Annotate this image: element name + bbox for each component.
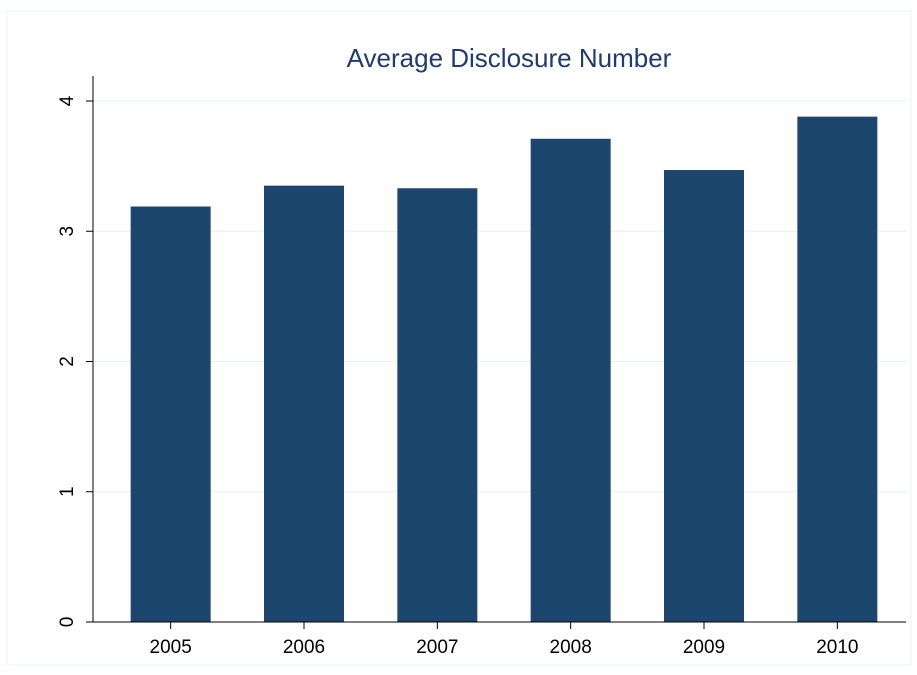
x-tick-label-2007: 2007 xyxy=(416,637,458,658)
y-tick-label-0: 0 xyxy=(57,617,78,628)
bar-2005 xyxy=(130,206,211,622)
x-tick-label-2006: 2006 xyxy=(283,637,325,658)
x-tick-label-2008: 2008 xyxy=(550,637,592,658)
y-tick-label-3: 3 xyxy=(57,226,78,237)
x-axis-ticks: 2005 2006 2007 2008 2009 2010 xyxy=(150,622,858,658)
bar-2006 xyxy=(264,185,344,622)
y-tick-label-2: 2 xyxy=(57,356,78,367)
bar-2010 xyxy=(797,116,878,622)
bar-2009 xyxy=(664,170,744,622)
x-tick-label-2005: 2005 xyxy=(150,637,192,658)
x-tick-label-2009: 2009 xyxy=(683,637,725,658)
chart-frame xyxy=(6,10,912,666)
y-axis-ticks: 0 1 2 3 4 xyxy=(57,95,93,627)
y-tick-label-1: 1 xyxy=(57,486,78,497)
bar-2008 xyxy=(530,138,611,622)
chart-title: Average Disclosure Number xyxy=(347,43,672,73)
x-tick-label-2010: 2010 xyxy=(816,637,858,658)
bar-2007 xyxy=(397,188,478,622)
gridlines xyxy=(93,100,906,493)
y-tick-label-4: 4 xyxy=(57,95,78,106)
bars xyxy=(130,116,878,622)
